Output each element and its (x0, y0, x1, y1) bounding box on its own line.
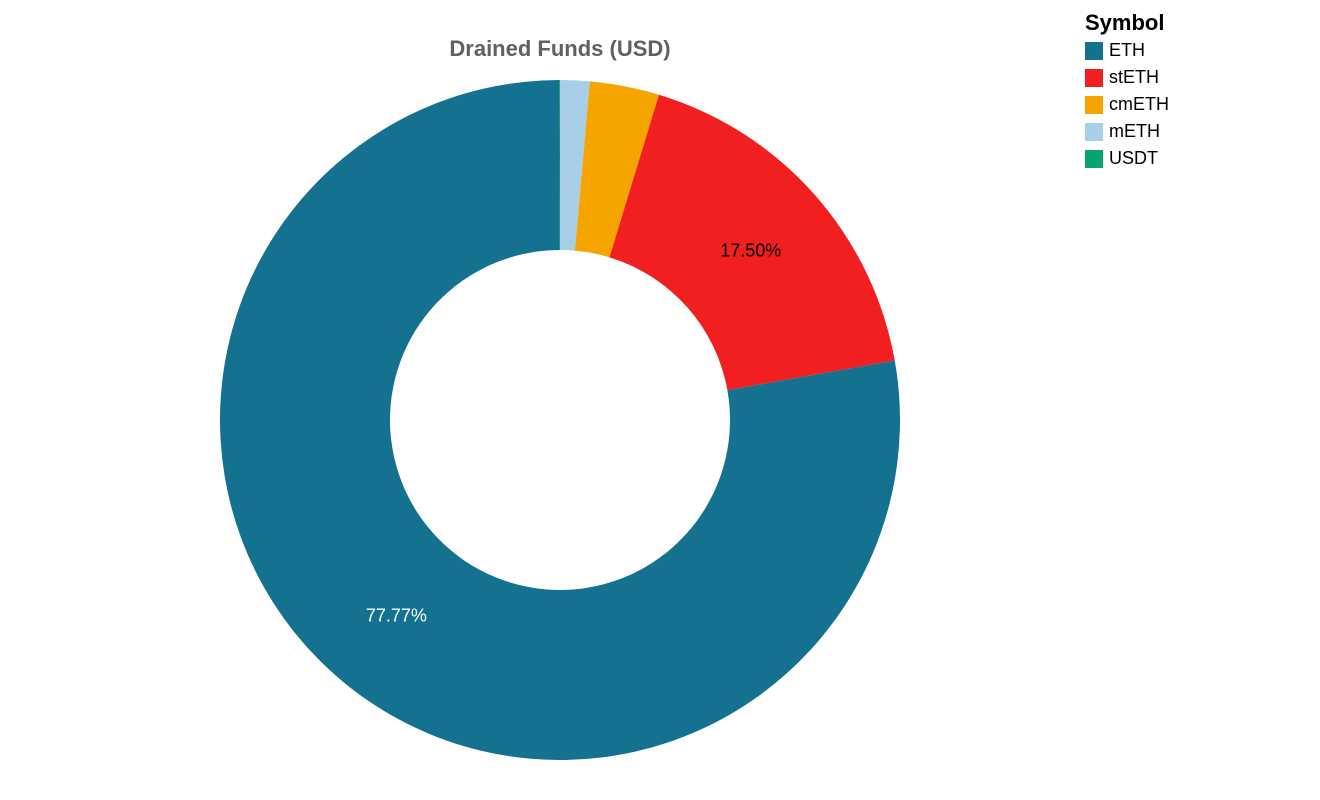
legend-label-steth: stETH (1109, 67, 1159, 88)
legend-item-steth: stETH (1085, 67, 1169, 88)
chart-canvas: Drained Funds (USD) Symbol ETH stETH cmETH… (0, 0, 1320, 800)
legend-swatch-cmeth (1085, 96, 1103, 114)
legend-item-cmeth: cmETH (1085, 94, 1169, 115)
legend-swatch-eth (1085, 42, 1103, 60)
legend-title: Symbol (1085, 10, 1169, 36)
legend-swatch-meth (1085, 123, 1103, 141)
legend-label-meth: mETH (1109, 121, 1160, 142)
donut-chart (220, 80, 900, 760)
legend-label-eth: ETH (1109, 40, 1145, 61)
legend-label-cmeth: cmETH (1109, 94, 1169, 115)
legend-swatch-steth (1085, 69, 1103, 87)
slice-label-steth: 17.50% (720, 240, 781, 261)
chart-title: Drained Funds (USD) (449, 36, 670, 62)
legend-label-usdt: USDT (1109, 148, 1158, 169)
legend-swatch-usdt (1085, 150, 1103, 168)
legend-item-usdt: USDT (1085, 148, 1169, 169)
legend-item-eth: ETH (1085, 40, 1169, 61)
legend-item-meth: mETH (1085, 121, 1169, 142)
legend: Symbol ETH stETH cmETH mETH USDT (1085, 10, 1169, 169)
donut-svg (220, 80, 900, 760)
legend-items: ETH stETH cmETH mETH USDT (1085, 40, 1169, 169)
slice-label-eth: 77.77% (366, 605, 427, 626)
